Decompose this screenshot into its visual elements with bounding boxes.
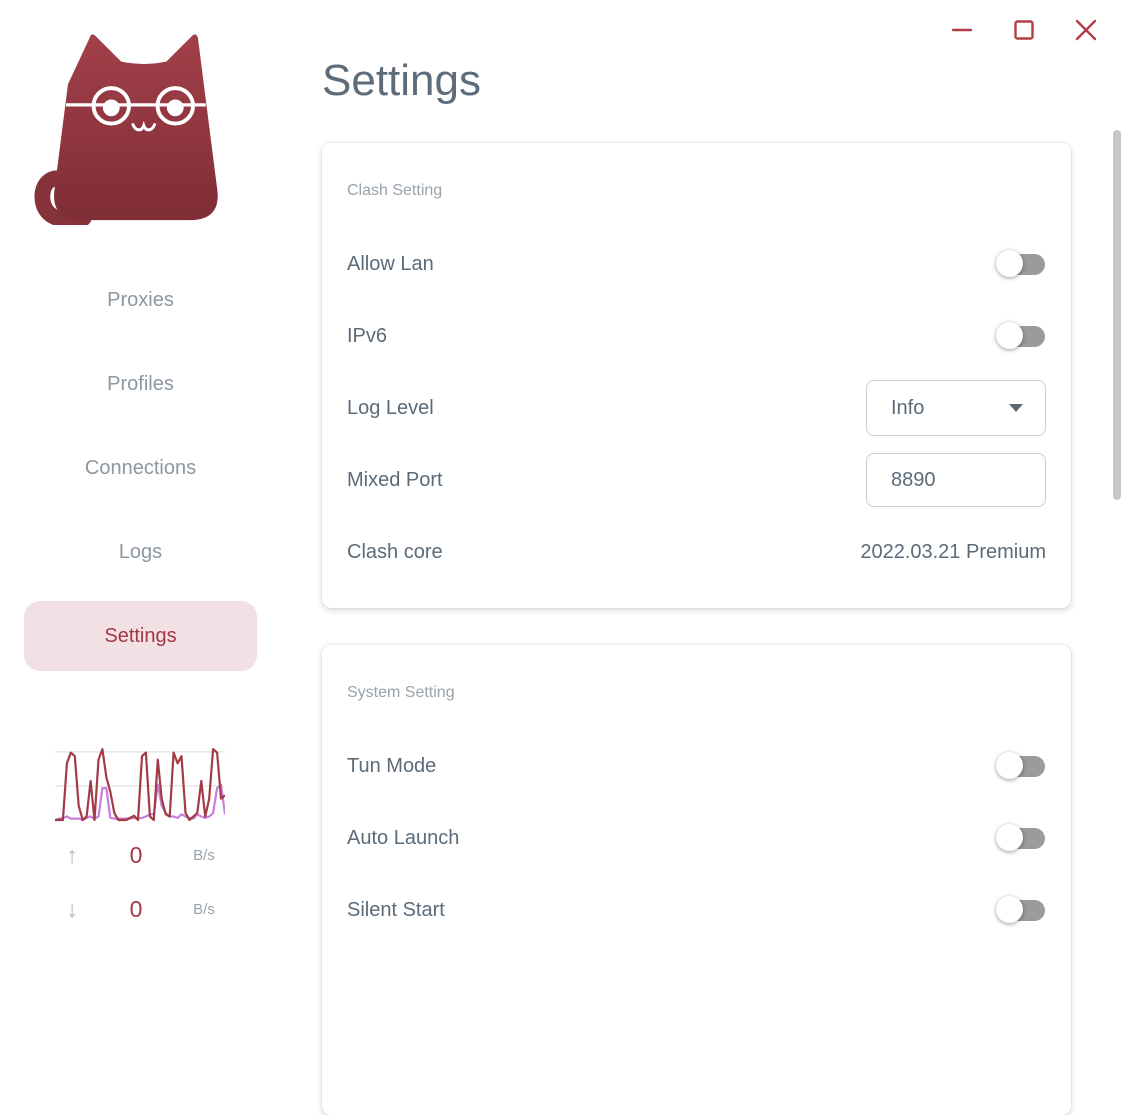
setting-row-allow-lan: Allow Lan xyxy=(347,228,1046,300)
row-label: Clash core xyxy=(347,540,443,563)
sidebar-item-connections[interactable]: Connections xyxy=(24,426,257,510)
section-header: Clash Setting xyxy=(347,182,443,199)
toggle-knob xyxy=(996,250,1023,277)
row-label: Auto Launch xyxy=(347,826,460,849)
upload-speed-unit: B/s xyxy=(193,846,215,864)
sidebar-item-logs[interactable]: Logs xyxy=(24,510,257,594)
sidebar-item-proxies[interactable]: Proxies xyxy=(24,258,257,342)
setting-row-ipv6: IPv6 xyxy=(347,300,1046,372)
log-level-select[interactable]: Info xyxy=(866,380,1046,436)
traffic-sparkline-chart xyxy=(55,748,225,822)
caret-down-icon xyxy=(1009,404,1023,412)
tun-mode-toggle[interactable] xyxy=(996,752,1046,780)
sidebar-item-label: Proxies xyxy=(107,288,174,311)
log-level-selected-value: Info xyxy=(891,396,925,419)
download-speed-row: ↓ 0 B/s xyxy=(48,894,234,924)
upload-speed-value: 0 xyxy=(129,841,143,868)
download-speed-unit: B/s xyxy=(193,900,215,918)
sidebar-item-label: Connections xyxy=(84,456,197,479)
window-controls xyxy=(948,16,1100,44)
scrollbar-thumb[interactable] xyxy=(1113,130,1121,500)
sidebar-item-profiles[interactable]: Profiles xyxy=(24,342,257,426)
download-arrow-icon: ↓ xyxy=(66,895,78,922)
section-header: System Setting xyxy=(347,684,455,701)
clash-cat-logo xyxy=(30,33,228,228)
sidebar-item-label: Profiles xyxy=(107,372,174,395)
minimize-button[interactable] xyxy=(948,16,976,44)
row-label: Allow Lan xyxy=(347,252,434,275)
setting-row-clash-core: Clash core 2022.03.21 Premium xyxy=(347,516,1046,588)
clash-setting-card: Clash Setting Allow Lan IPv6 Log Level I… xyxy=(322,143,1071,608)
ipv6-toggle[interactable] xyxy=(996,322,1046,350)
setting-row-auto-launch: Auto Launch xyxy=(347,802,1046,874)
upload-arrow-icon: ↑ xyxy=(66,841,78,868)
sidebar-item-label: Settings xyxy=(104,624,177,647)
toggle-knob xyxy=(996,752,1023,779)
allow-lan-toggle[interactable] xyxy=(996,250,1046,278)
traffic-stats: ↑ 0 B/s ↓ 0 B/s xyxy=(48,840,234,924)
sidebar-item-label: Logs xyxy=(118,540,163,563)
toggle-knob xyxy=(996,322,1023,349)
close-icon xyxy=(1073,17,1099,43)
clash-core-version: 2022.03.21 Premium xyxy=(860,540,1046,563)
minimize-icon xyxy=(949,17,975,43)
upload-speed-row: ↑ 0 B/s xyxy=(48,840,234,870)
silent-start-toggle[interactable] xyxy=(996,896,1046,924)
row-label: IPv6 xyxy=(347,324,388,347)
setting-row-mixed-port: Mixed Port xyxy=(347,444,1046,516)
system-setting-card: System Setting Tun Mode Auto Launch Sile… xyxy=(322,645,1071,1115)
toggle-knob xyxy=(996,896,1023,923)
row-label: Silent Start xyxy=(347,898,445,921)
close-button[interactable] xyxy=(1072,16,1100,44)
sidebar-nav: Proxies Profiles Connections Logs Settin… xyxy=(24,258,257,678)
row-label: Tun Mode xyxy=(347,754,437,777)
maximize-button[interactable] xyxy=(1010,16,1038,44)
sidebar-item-settings[interactable]: Settings xyxy=(24,601,257,671)
setting-row-silent-start: Silent Start xyxy=(347,874,1046,946)
toggle-knob xyxy=(996,824,1023,851)
setting-row-tun-mode: Tun Mode xyxy=(347,730,1046,802)
row-label: Mixed Port xyxy=(347,468,443,491)
setting-row-log-level: Log Level Info xyxy=(347,372,1046,444)
download-speed-value: 0 xyxy=(129,895,143,922)
row-label: Log Level xyxy=(347,396,434,419)
mixed-port-input[interactable] xyxy=(866,453,1046,507)
auto-launch-toggle[interactable] xyxy=(996,824,1046,852)
page-title: Settings xyxy=(322,56,481,105)
maximize-icon xyxy=(1011,17,1037,43)
